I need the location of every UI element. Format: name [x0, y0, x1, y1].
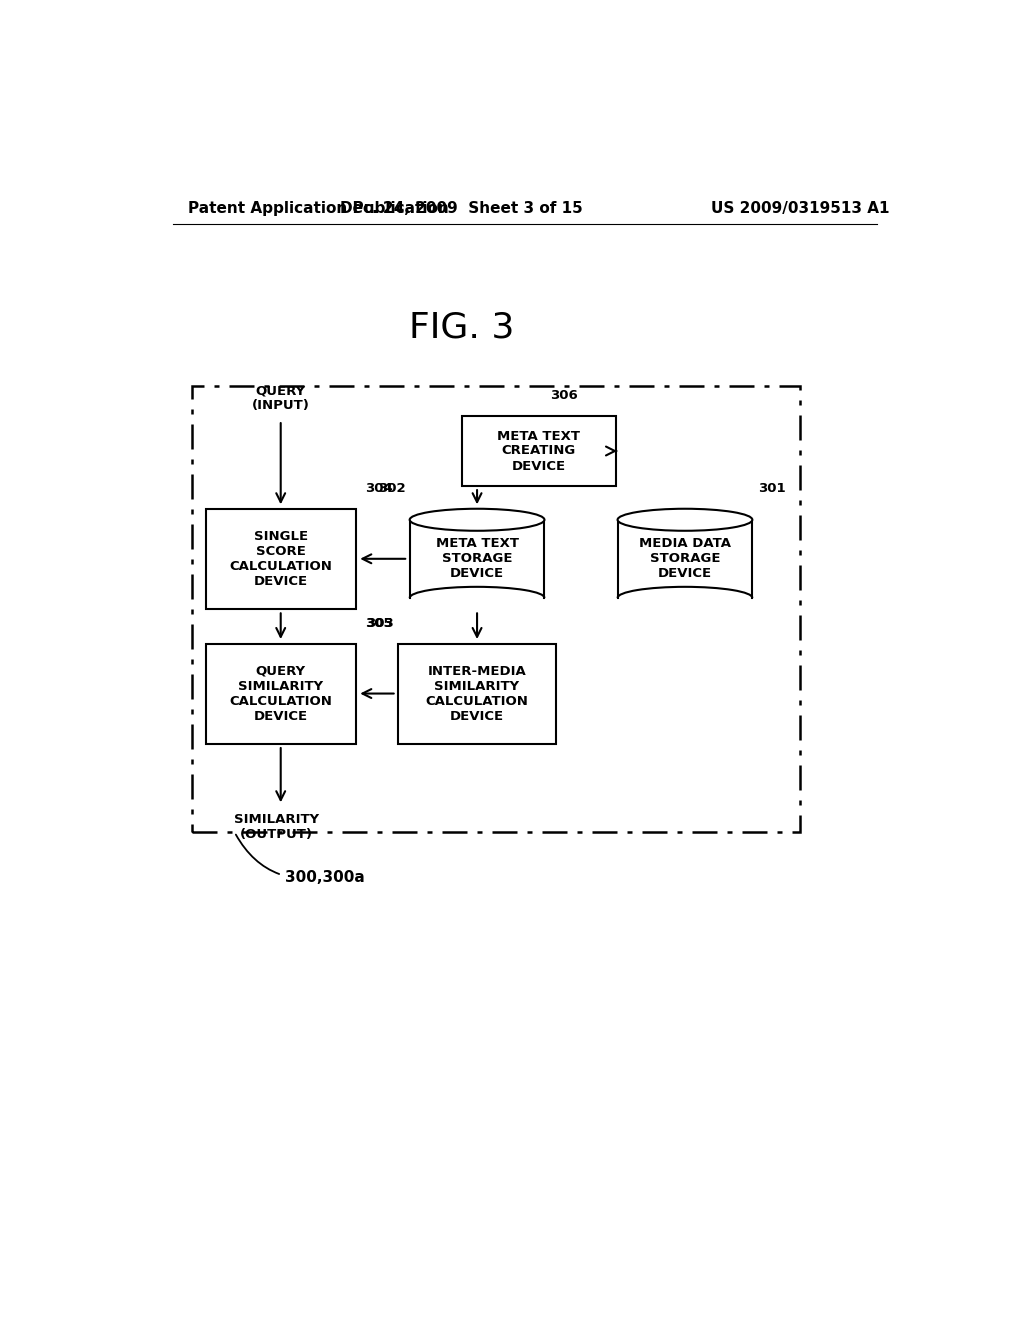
- Text: 304: 304: [365, 482, 393, 495]
- Text: QUERY
SIMILARITY
CALCULATION
DEVICE: QUERY SIMILARITY CALCULATION DEVICE: [229, 664, 332, 722]
- Bar: [410, 520, 545, 598]
- Text: QUERY
(INPUT): QUERY (INPUT): [252, 384, 309, 412]
- Text: 305: 305: [365, 616, 392, 630]
- Bar: [617, 520, 753, 598]
- Bar: [206, 508, 355, 609]
- Text: Patent Application Publication: Patent Application Publication: [188, 201, 450, 216]
- Text: FIG. 3: FIG. 3: [409, 310, 514, 345]
- Text: US 2009/0319513 A1: US 2009/0319513 A1: [712, 201, 890, 216]
- Text: SINGLE
SCORE
CALCULATION
DEVICE: SINGLE SCORE CALCULATION DEVICE: [229, 529, 332, 587]
- Ellipse shape: [410, 508, 545, 531]
- Text: INTER-MEDIA
SIMILARITY
CALCULATION
DEVICE: INTER-MEDIA SIMILARITY CALCULATION DEVIC…: [426, 664, 528, 722]
- Text: 301: 301: [759, 482, 786, 495]
- Text: MEDIA DATA
STORAGE
DEVICE: MEDIA DATA STORAGE DEVICE: [639, 537, 731, 581]
- Bar: [462, 416, 615, 486]
- Text: SIMILARITY
(OUTPUT): SIMILARITY (OUTPUT): [234, 813, 319, 841]
- Text: 303: 303: [367, 616, 394, 630]
- Text: 302: 302: [378, 482, 406, 495]
- Text: Dec. 24, 2009  Sheet 3 of 15: Dec. 24, 2009 Sheet 3 of 15: [340, 201, 583, 216]
- Bar: [193, 385, 801, 832]
- Ellipse shape: [617, 508, 753, 531]
- Text: 300,300a: 300,300a: [236, 834, 365, 886]
- Bar: [398, 644, 556, 743]
- Text: META TEXT
STORAGE
DEVICE: META TEXT STORAGE DEVICE: [435, 537, 518, 581]
- Bar: [206, 644, 355, 743]
- Text: META TEXT
CREATING
DEVICE: META TEXT CREATING DEVICE: [498, 429, 581, 473]
- Text: 306: 306: [550, 389, 578, 403]
